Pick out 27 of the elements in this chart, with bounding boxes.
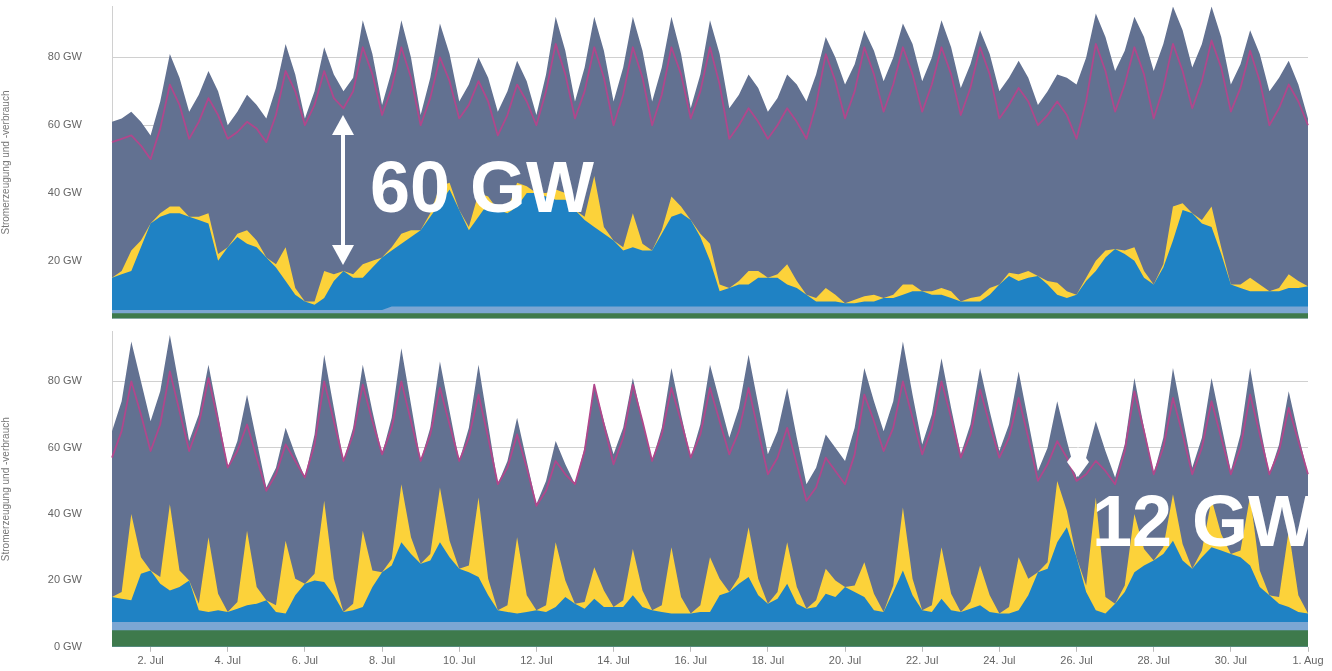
x-tick-label: 6. Jul (291, 654, 319, 667)
x-tick-label: 28. Jul (1137, 654, 1170, 667)
y-tick-label: 0 GW (53, 639, 83, 652)
x-tick-label: 14. Jul (597, 654, 630, 667)
x-tick-label: 10. Jul (443, 654, 476, 667)
x-tick-label: 18. Jul (751, 654, 785, 667)
y-tick-label: 80 GW (47, 374, 83, 387)
x-tick-label: 24. Jul (983, 654, 1016, 667)
y-tick-label: 40 GW (47, 507, 83, 520)
y-tick-label: 20 GW (47, 573, 83, 586)
y-axis-title: Stromerzeugung und -verbrauch (0, 90, 11, 235)
y-tick-label: 20 GW (47, 253, 83, 266)
x-tick-label: 1. Aug (1292, 654, 1324, 667)
y-tick-label: 80 GW (47, 50, 83, 63)
x-tick-label: 20. Jul (828, 654, 862, 667)
x-tick-label: 2. Jul (137, 654, 164, 667)
y-tick-label: 60 GW (47, 118, 83, 131)
y-axis-title: Stromerzeugung und -verbrauch (0, 417, 11, 562)
x-tick-label: 26. Jul (1060, 654, 1093, 667)
y-tick-label: 40 GW (47, 186, 83, 199)
x-tick-label: 4. Jul (214, 654, 241, 667)
x-tick-label: 16. Jul (674, 654, 707, 667)
x-tick-label: 30. Jul (1214, 654, 1248, 667)
y-tick-label: 60 GW (47, 440, 83, 453)
x-tick-label: 12. Jul (520, 654, 553, 667)
x-tick-label: 22. Jul (905, 654, 939, 667)
x-tick-label: 8. Jul (368, 654, 396, 667)
